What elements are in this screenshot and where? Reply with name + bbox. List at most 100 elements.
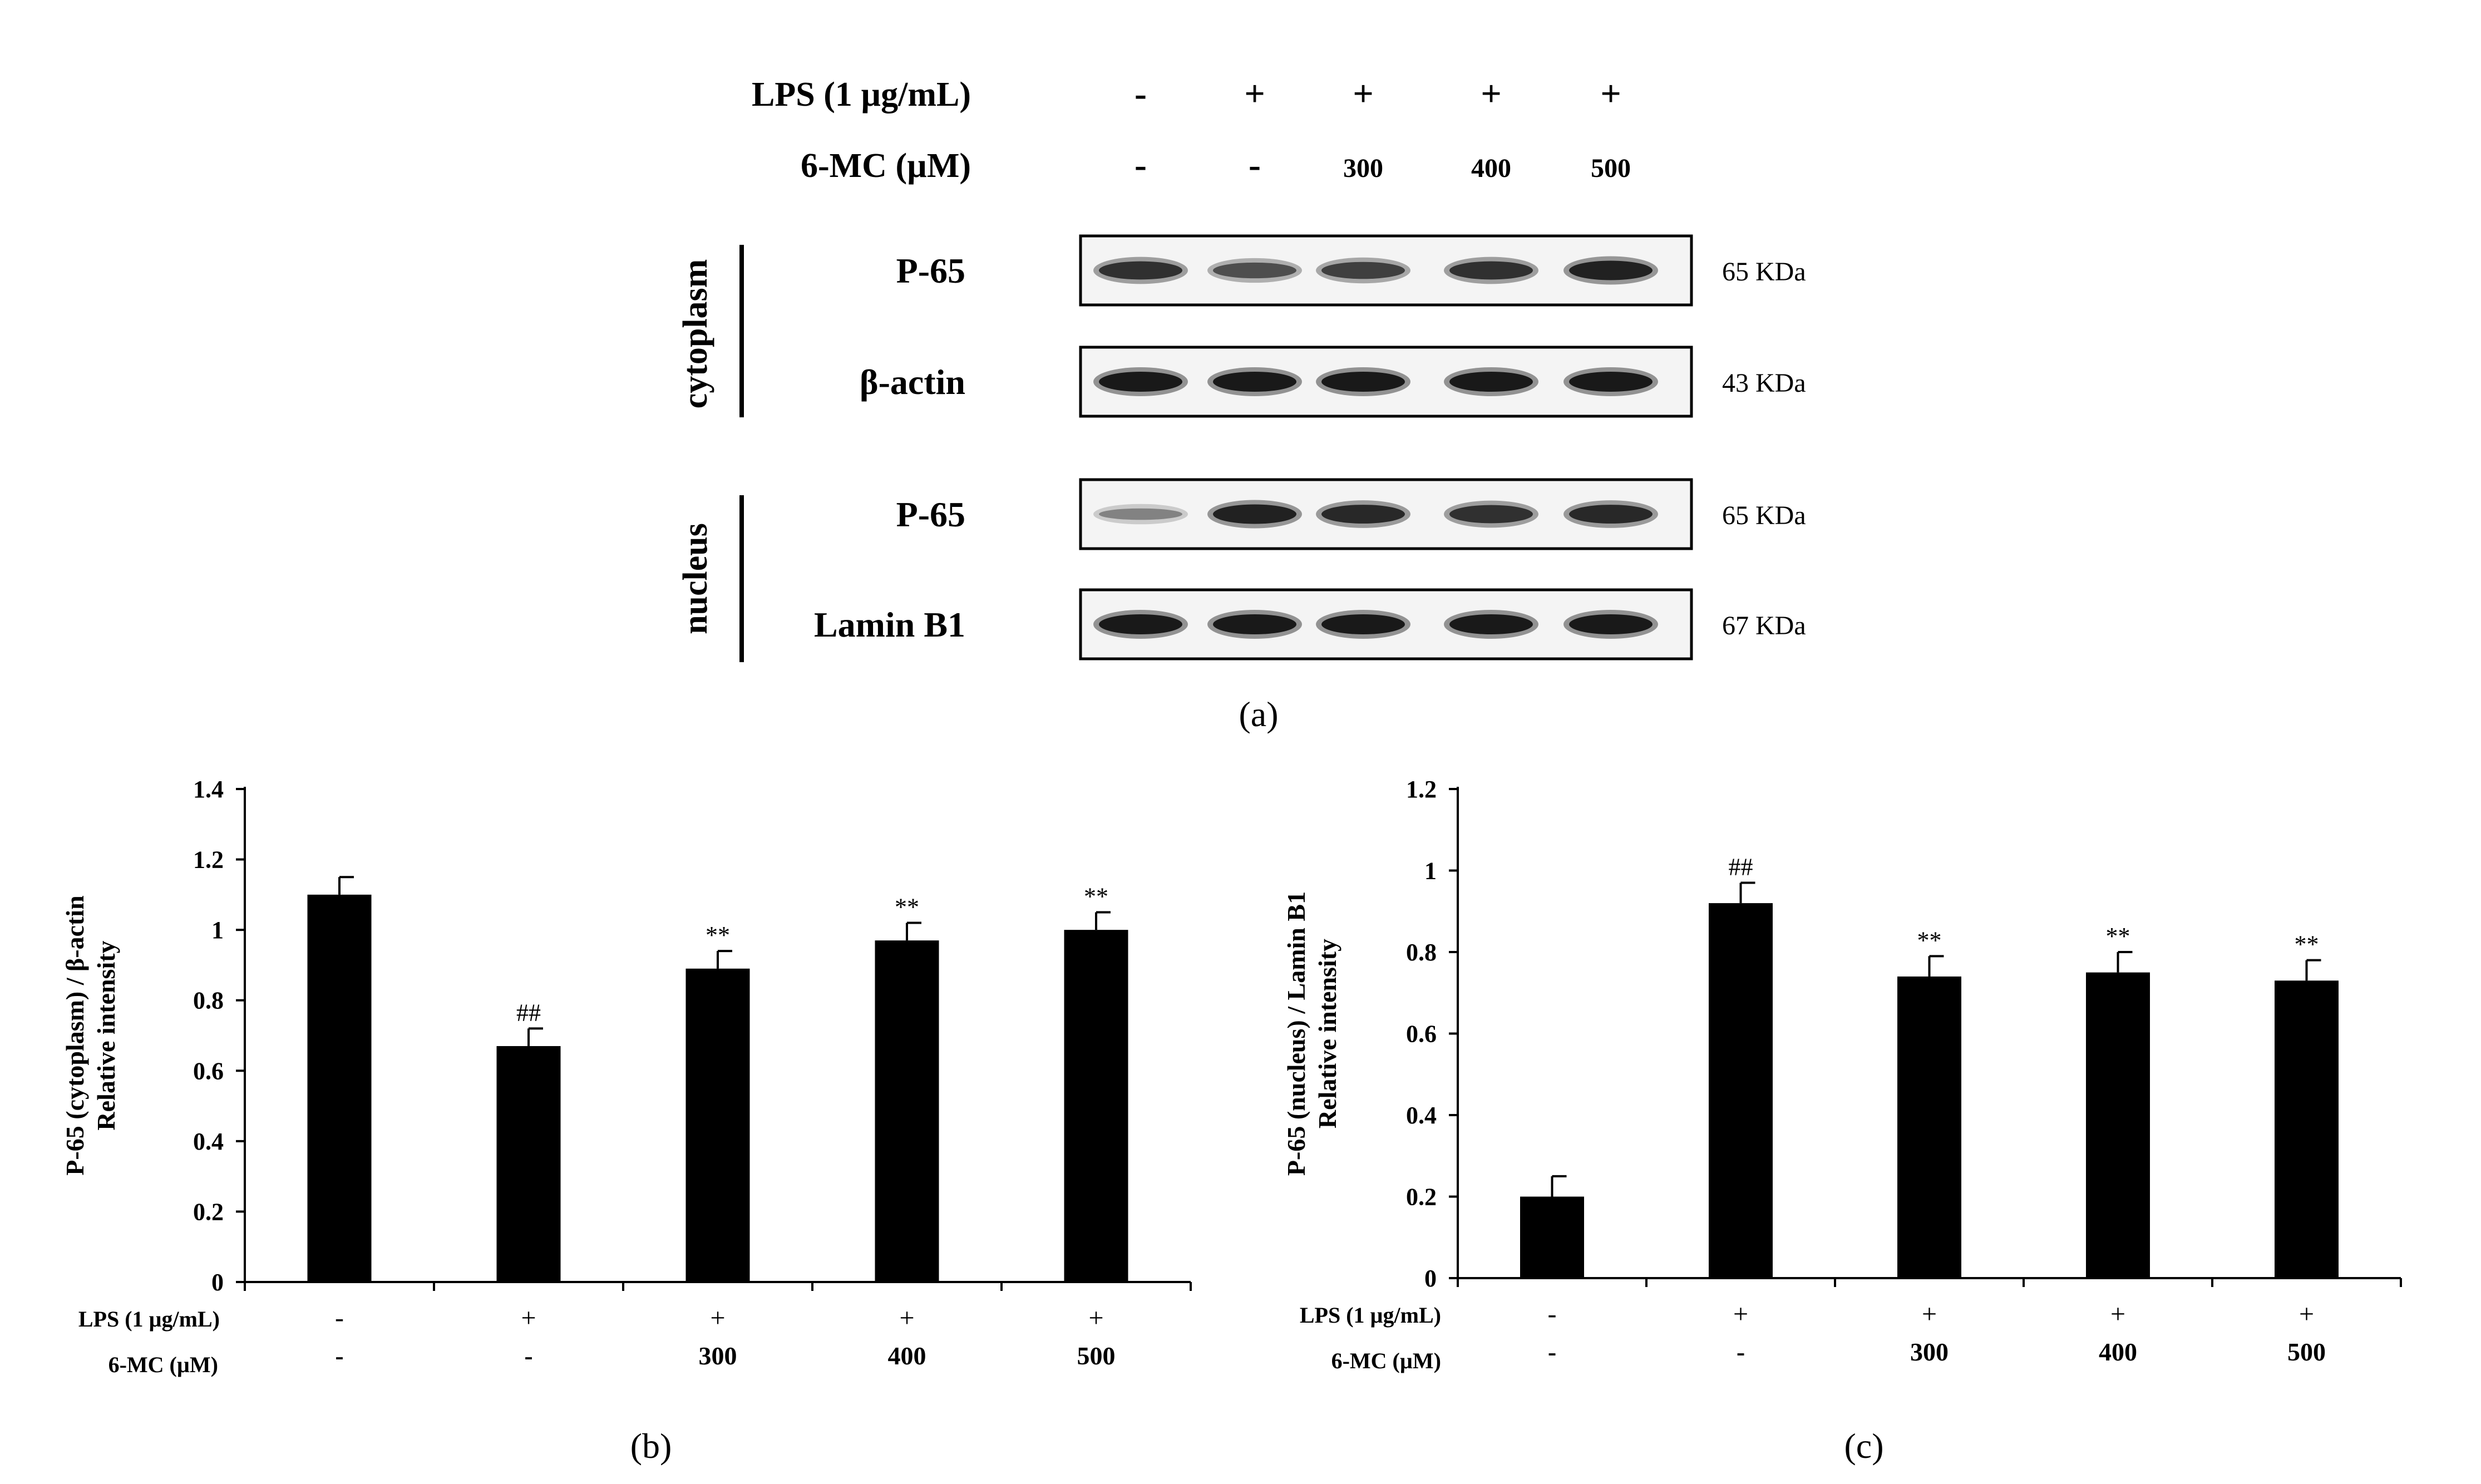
y-axis-label: P-65 (nucleus) / Lamin B1	[1282, 891, 1310, 1176]
mc-row-label: 6-MC (µM)	[1331, 1348, 1441, 1373]
y-tick-label: 0.2	[1406, 1184, 1437, 1211]
mc-value-label: -	[1548, 1338, 1556, 1366]
blot-band	[1099, 372, 1182, 392]
condition-value: +	[1481, 73, 1502, 114]
y-tick-label: 1	[211, 916, 224, 944]
y-axis-label-secondary: Relative intensity	[92, 940, 120, 1130]
blot-band	[1213, 504, 1296, 524]
condition-value: 300	[1343, 154, 1383, 183]
y-tick-label: 0.8	[1406, 939, 1437, 966]
condition-value: -	[1135, 145, 1147, 185]
blot-band	[1099, 508, 1182, 520]
y-tick-label: 1.4	[193, 776, 224, 803]
blot-label: P-65	[896, 251, 965, 290]
blot-band	[1213, 372, 1296, 392]
mc-value-label: 400	[2099, 1338, 2137, 1366]
y-tick-label: 0.4	[193, 1128, 224, 1155]
blot-band	[1449, 372, 1533, 392]
mc-value-label: 300	[1910, 1338, 1949, 1366]
y-tick-label: 1.2	[193, 846, 224, 874]
blot-band	[1449, 261, 1533, 280]
lps-value-label: +	[1922, 1299, 1937, 1329]
condition-row-label: LPS (1 µg/mL)	[752, 76, 971, 114]
bar	[875, 940, 939, 1282]
molecular-weight-label: 65 KDa	[1722, 257, 1806, 287]
bar	[1064, 930, 1128, 1282]
blot-band	[1449, 505, 1533, 524]
lps-value-label: +	[2110, 1299, 2125, 1329]
blot-label: Lamin B1	[814, 605, 965, 644]
blot-band	[1321, 372, 1405, 392]
bar	[1709, 903, 1773, 1278]
lps-value-label: +	[1733, 1299, 1748, 1329]
blot-label: P-65	[896, 495, 965, 534]
condition-value: +	[1600, 73, 1621, 114]
significance-label: **	[1084, 883, 1108, 910]
significance-label: **	[706, 921, 730, 949]
panel-caption: (b)	[630, 1426, 672, 1466]
y-tick-label: 0.4	[1406, 1102, 1437, 1129]
blot-band	[1449, 614, 1533, 634]
condition-value: +	[1353, 73, 1374, 114]
blot-band	[1213, 262, 1296, 279]
mc-value-label: 500	[1077, 1342, 1116, 1370]
significance-label: **	[1917, 926, 1942, 954]
lps-value-label: +	[710, 1303, 725, 1333]
y-tick-label: 1.2	[1406, 776, 1437, 803]
condition-value: -	[1135, 73, 1147, 114]
condition-value: 400	[1471, 154, 1511, 183]
significance-label: ##	[1729, 853, 1753, 880]
blot-band	[1321, 614, 1405, 634]
lps-value-label: +	[521, 1303, 536, 1333]
significance-label: **	[2295, 931, 2319, 958]
significance-label: **	[895, 893, 919, 920]
lps-value-label: -	[1548, 1299, 1557, 1329]
mc-value-label: 300	[699, 1342, 737, 1370]
group-label: nucleus	[677, 523, 714, 634]
bar	[685, 968, 750, 1282]
cytoplasm-bar-chart: 0 0.2 0.4 0.6 0.8 1 1.2 1.4 - - ## + - ** +300 ** +400 **…	[61, 776, 1192, 1466]
blot-band	[1569, 505, 1653, 524]
bar	[2275, 980, 2339, 1278]
molecular-weight-label: 65 KDa	[1722, 501, 1806, 530]
blot-band	[1099, 614, 1182, 634]
lps-value-label: -	[335, 1303, 344, 1333]
y-tick-label: 0.8	[193, 987, 224, 1014]
blot-band	[1213, 614, 1296, 634]
y-tick-label: 1	[1424, 857, 1437, 885]
mc-value-label: 400	[888, 1342, 926, 1370]
y-tick-label: 0.6	[1406, 1020, 1437, 1048]
bar	[2086, 972, 2150, 1278]
group-label: cytoplasm	[677, 259, 714, 409]
mc-value-label: -	[335, 1342, 343, 1370]
western-blot-panel: LPS (1 µg/mL) - + + + +6-MC (µM) - - 300 400 500 cy…	[677, 73, 1806, 734]
lps-row-label: LPS (1 µg/mL)	[78, 1306, 220, 1332]
y-tick-label: 0	[1424, 1265, 1437, 1292]
blot-band	[1321, 262, 1405, 279]
nucleus-bar-chart: 0 0.2 0.4 0.6 0.8 1 1.2 - - ## + - ** +300 ** +400 ** +50…	[1282, 776, 2402, 1466]
lps-row-label: LPS (1 µg/mL)	[1300, 1303, 1441, 1328]
y-axis-label-secondary: Relative intensity	[1313, 939, 1341, 1128]
lps-value-label: +	[2299, 1299, 2314, 1329]
blot-band	[1569, 614, 1653, 634]
blot-label: β-actin	[860, 362, 965, 402]
blot-band	[1099, 261, 1182, 280]
blot-band	[1321, 505, 1405, 524]
blot-band	[1569, 260, 1653, 280]
bar	[496, 1046, 561, 1282]
bar	[307, 894, 372, 1282]
y-tick-label: 0	[211, 1269, 224, 1296]
y-tick-label: 0.6	[193, 1057, 224, 1084]
blot-band	[1569, 372, 1653, 392]
condition-value: +	[1244, 73, 1265, 114]
y-tick-label: 0.2	[193, 1198, 224, 1225]
y-axis-label: P-65 (cytoplasm) / β-actin	[61, 895, 89, 1175]
condition-value: -	[1249, 145, 1261, 185]
mc-row-label: 6-MC (µM)	[108, 1352, 218, 1377]
mc-value-label: -	[1737, 1338, 1745, 1366]
molecular-weight-label: 43 KDa	[1722, 368, 1806, 398]
mc-value-label: -	[524, 1342, 532, 1370]
mc-value-label: 500	[2287, 1338, 2326, 1366]
significance-label: ##	[516, 999, 541, 1026]
